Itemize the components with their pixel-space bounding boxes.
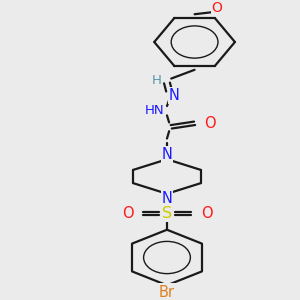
- Text: Br: Br: [159, 285, 175, 300]
- Text: HN: HN: [144, 104, 164, 117]
- Text: O: O: [201, 206, 212, 221]
- Text: S: S: [162, 206, 172, 221]
- Text: N: N: [161, 191, 172, 206]
- Text: O: O: [211, 2, 222, 15]
- Text: H: H: [152, 74, 161, 86]
- Text: O: O: [204, 116, 216, 131]
- Text: N: N: [169, 88, 180, 103]
- Text: O: O: [122, 206, 133, 221]
- Text: N: N: [161, 147, 172, 162]
